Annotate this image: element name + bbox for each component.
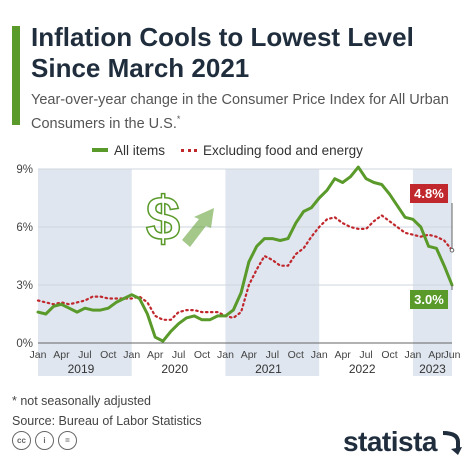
series-line-core (36, 214, 454, 321)
footnotes: * not seasonally adjusted Source: Bureau… (12, 391, 202, 431)
x-year-label: 2021 (255, 362, 282, 376)
core-end-label-box (410, 184, 448, 203)
page-title: Inflation Cools to Lowest Level Since Ma… (31, 22, 414, 83)
footnote-not-seasonal: * not seasonally adjusted (12, 394, 151, 408)
legend-item-core: Excluding food and energy (181, 143, 363, 158)
subtitle-text: Year-over-year change in the Consumer Pr… (31, 92, 449, 132)
cc-icon: cc (12, 431, 31, 450)
x-tick-label: Jan (404, 349, 421, 361)
series-lines (36, 165, 454, 343)
x-tick-label: Apr (53, 349, 70, 361)
x-year-label: 2022 (349, 362, 376, 376)
equals-icon: = (58, 431, 77, 450)
statista-logo: statista (343, 426, 462, 458)
x-tick-label: Apr (334, 349, 351, 361)
x-tick-label: Oct (194, 349, 210, 361)
x-tick-label: Jan (30, 349, 47, 361)
x-tick-label: Jul (359, 349, 372, 361)
y-tick-label: 6% (16, 222, 33, 234)
legend-swatch-core (181, 148, 198, 152)
x-year-label: 2020 (161, 362, 188, 376)
legend-label-all-items: All items (114, 142, 166, 158)
x-tick-label: Jul (266, 349, 279, 361)
legend-item-all-items: All items (92, 143, 165, 158)
end-labels: 4.8% 3.0% (410, 184, 455, 309)
all-end-label: 3.0% (414, 292, 444, 307)
svg-text:$: $ (146, 185, 180, 254)
chart-legend: All items Excluding food and energy (92, 141, 379, 159)
y-tick-label: 3% (16, 280, 33, 292)
license-icons: cc i = (12, 431, 77, 450)
core-end-point (449, 247, 455, 253)
x-tick-label: Jan (123, 349, 140, 361)
x-year-label: 2023 (419, 362, 446, 376)
legend-label-core: Excluding food and energy (203, 142, 363, 158)
x-tick-label: Jun (444, 349, 461, 361)
x-tick-label: Oct (100, 349, 116, 361)
cpi-line-chart: 0% 3% 6% 9% Jan Apr Jul Oct 2019 Jan Apr Jul Oct 202… (16, 164, 461, 376)
year-band-2021 (225, 169, 320, 376)
y-tick-label: 0% (16, 338, 33, 350)
subtitle-footnote-mark: * (176, 114, 181, 124)
brand-name: statista (342, 426, 438, 457)
dollar-up-arrow-icon: $ (145, 184, 214, 255)
statista-mark-icon (442, 431, 462, 455)
gridlines (38, 168, 452, 344)
y-axis-tick-labels: 0% 3% 6% 9% (16, 164, 33, 350)
page-subtitle: Year-over-year change in the Consumer Pr… (31, 91, 461, 134)
year-shading (38, 169, 452, 376)
y-tick-label: 9% (16, 164, 33, 176)
title-accent-bar (12, 26, 20, 125)
legend-swatch-all-items (92, 148, 108, 152)
x-tick-label: Apr (147, 349, 164, 361)
x-tick-label: Oct (381, 349, 397, 361)
person-icon: i (35, 431, 54, 450)
source-note: Source: Bureau of Labor Statistics (12, 414, 202, 428)
x-tick-label: Jul (78, 349, 91, 361)
x-tick-label: Apr (241, 349, 258, 361)
all-end-label-box (410, 290, 448, 309)
x-tick-label: Oct (288, 349, 304, 361)
core-end-label: 4.8% (414, 186, 444, 201)
x-year-label: 2019 (68, 362, 95, 376)
x-tick-label: Apr (428, 349, 445, 361)
year-band-2019 (38, 169, 132, 376)
x-tick-label: Jul (172, 349, 185, 361)
x-tick-label: Jan (217, 349, 234, 361)
series-line-all-items (36, 165, 454, 343)
x-tick-label: Jan (311, 349, 328, 361)
